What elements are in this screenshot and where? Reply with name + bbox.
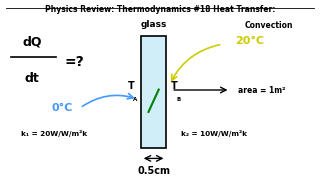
Text: 0°C: 0°C	[52, 103, 73, 113]
Text: dQ: dQ	[22, 36, 42, 49]
Text: A: A	[133, 96, 138, 102]
Bar	[141, 36, 166, 148]
Text: k₁ = 20W/W/m²k: k₁ = 20W/W/m²k	[21, 130, 87, 137]
Text: T: T	[128, 81, 134, 91]
Text: Physics Review: Thermodynamics #18 Heat Transfer:: Physics Review: Thermodynamics #18 Heat …	[45, 5, 275, 14]
Text: =?: =?	[64, 55, 84, 69]
Text: area = 1m²: area = 1m²	[238, 86, 286, 94]
Text: glass: glass	[140, 20, 167, 29]
Text: k₂ = 10W/W/m²k: k₂ = 10W/W/m²k	[181, 130, 247, 137]
Text: T: T	[171, 81, 178, 91]
Text: dt: dt	[25, 72, 39, 85]
Text: B: B	[177, 96, 181, 102]
Text: 0.5cm: 0.5cm	[137, 166, 170, 176]
Text: Convection: Convection	[244, 21, 293, 30]
Text: 20°C: 20°C	[235, 36, 264, 46]
